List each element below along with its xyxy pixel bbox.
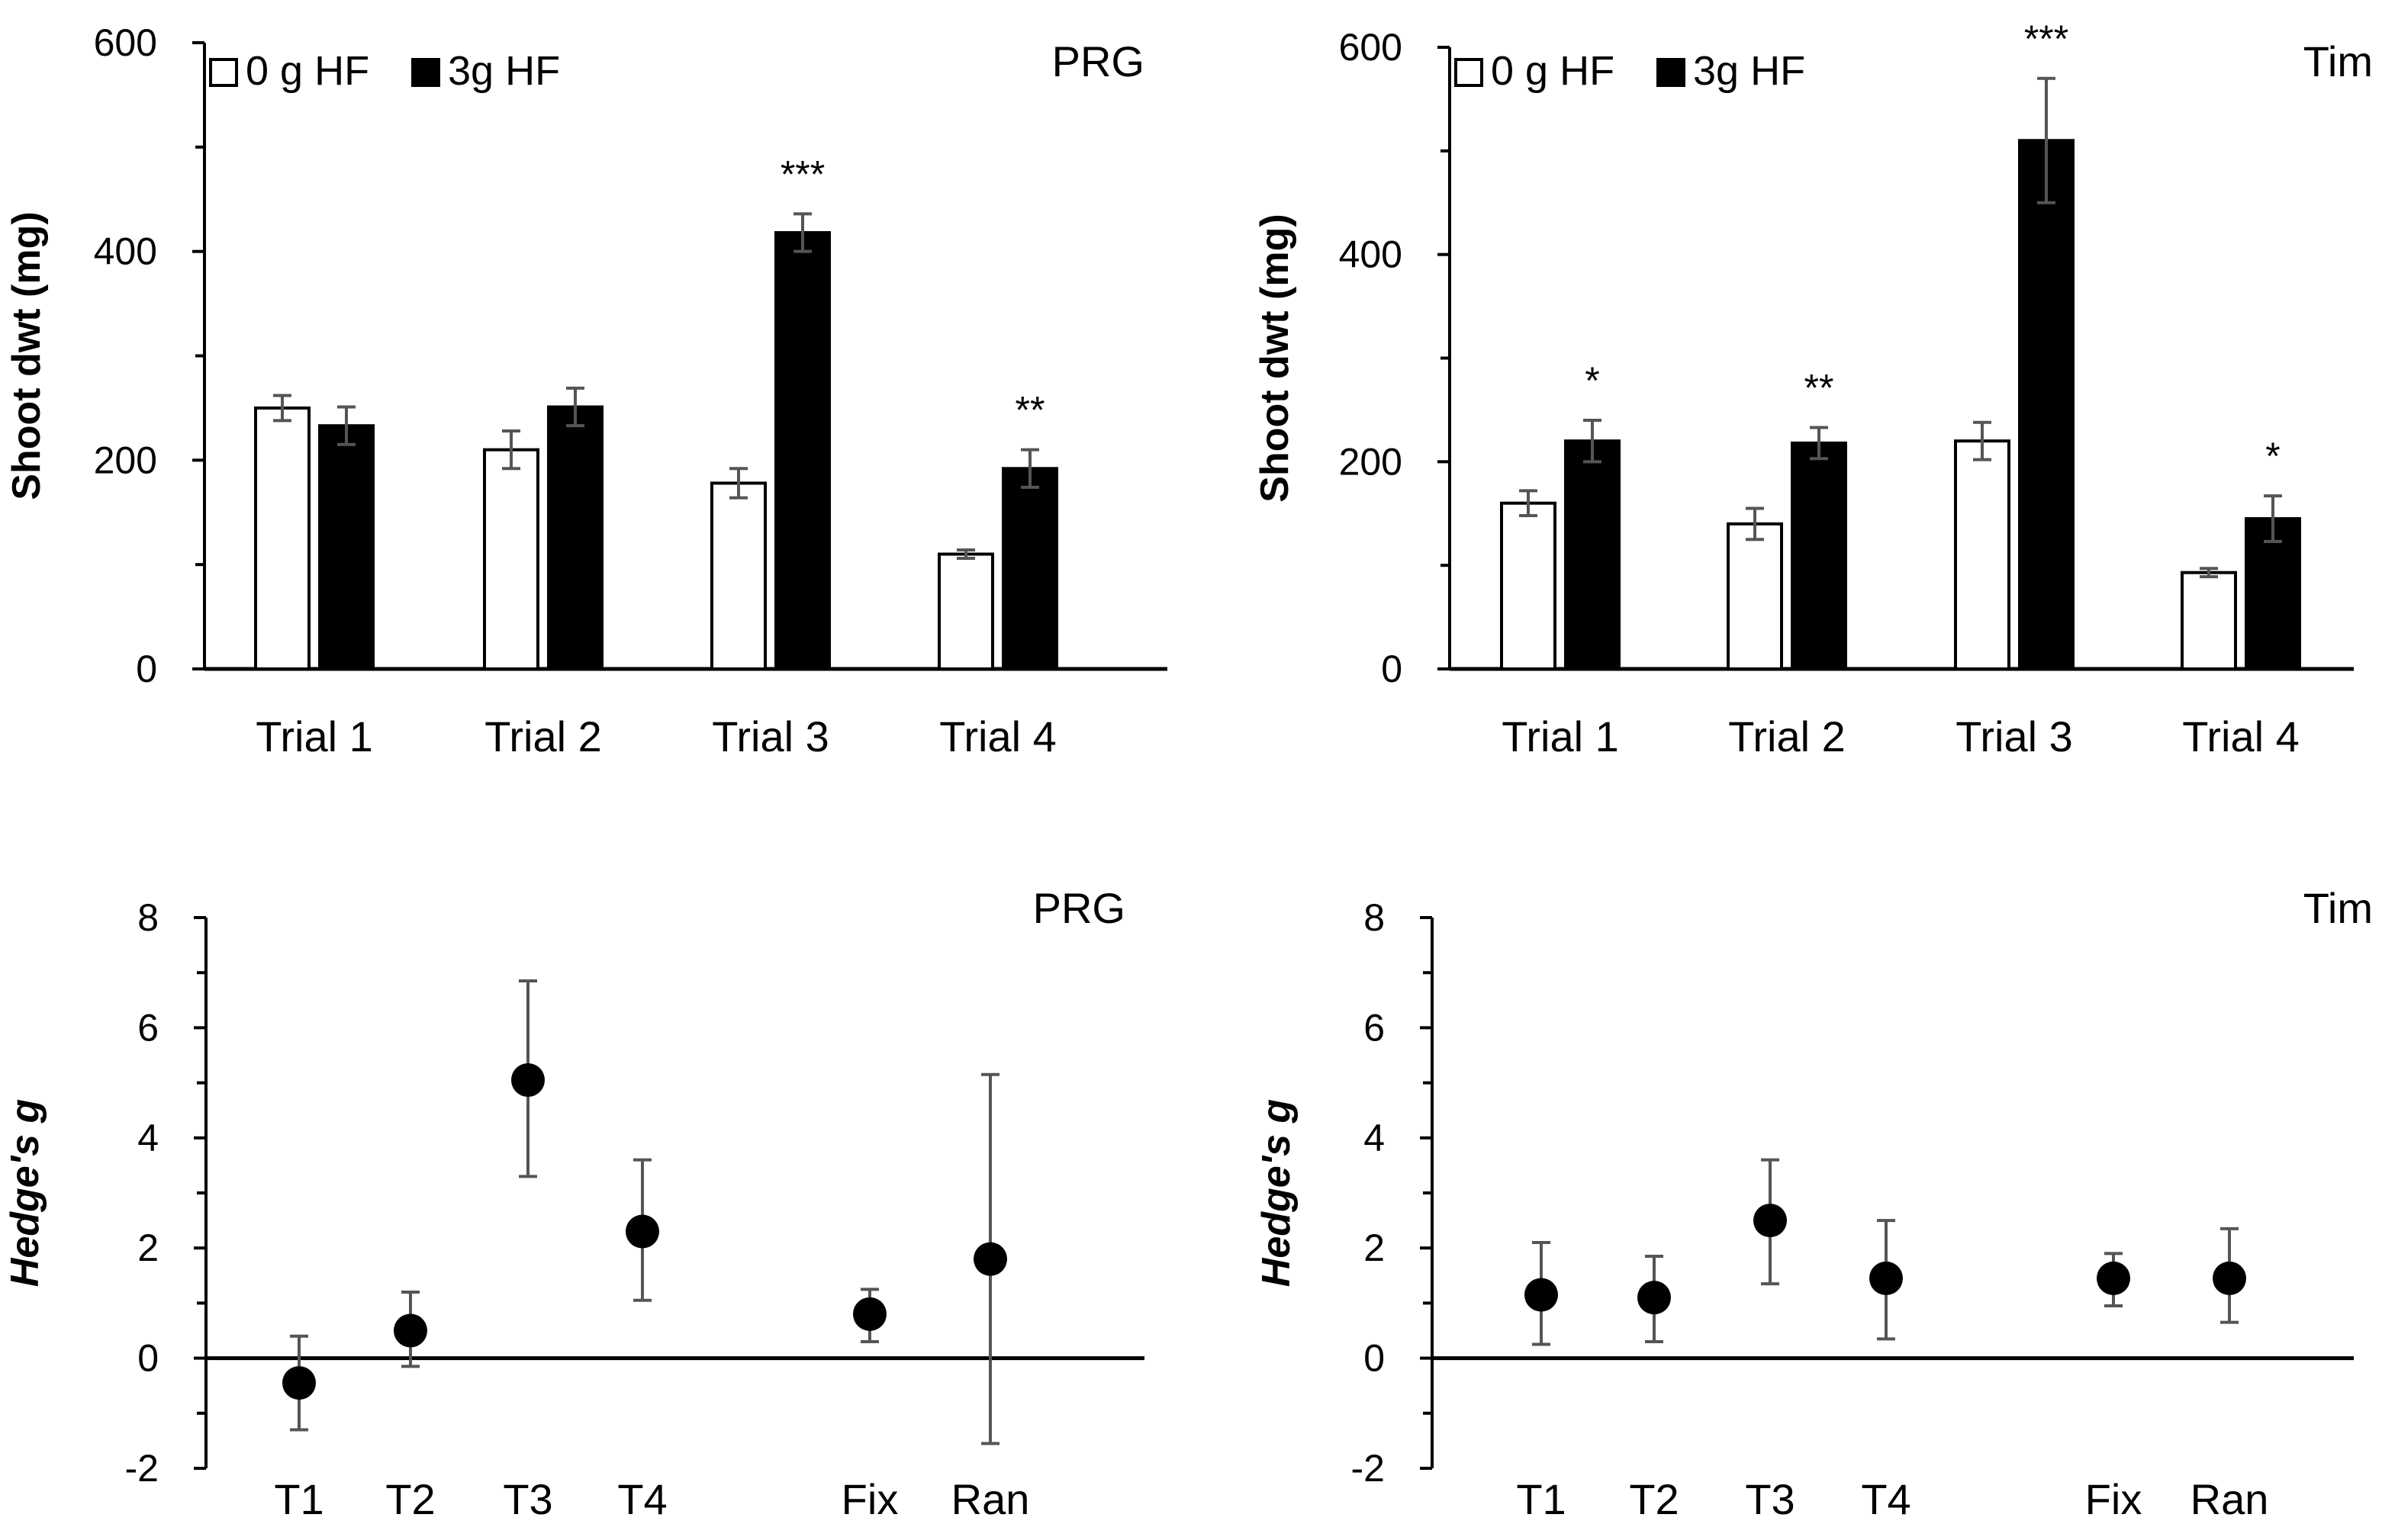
y-tick-label: 400	[1339, 233, 1402, 276]
y-tick-label: 4	[1363, 1117, 1385, 1159]
x-category-label: Ran	[951, 1475, 1030, 1523]
legend-swatch	[209, 58, 238, 87]
x-category-label: T4	[1861, 1475, 1910, 1523]
bar-control	[483, 448, 539, 671]
y-tick-label: 400	[94, 230, 157, 273]
panel-title: PRG	[1033, 884, 1125, 932]
y-tick-label: 6	[137, 1006, 159, 1049]
x-category-label: Trial 2	[484, 712, 602, 760]
x-category-label: Trial 4	[939, 712, 1057, 760]
effect-point	[626, 1214, 659, 1249]
bar-control	[710, 481, 767, 670]
bar-control	[2181, 571, 2237, 670]
y-axis-label: Shoot dwt (mg)	[5, 211, 49, 500]
legend-label: 3g HF	[448, 48, 560, 94]
effect-point	[1869, 1261, 1903, 1295]
effect-point	[1524, 1278, 1558, 1312]
bar-treatment	[774, 231, 831, 670]
y-tick-label: 600	[1339, 26, 1402, 69]
panel-title: Tim	[2303, 884, 2373, 932]
bar-control	[1727, 522, 1783, 670]
legend-swatch	[411, 58, 440, 87]
y-tick-label: -2	[125, 1447, 159, 1490]
y-tick-label: 0	[1381, 648, 1402, 690]
x-category-label: Fix	[842, 1475, 899, 1523]
effect-point	[282, 1366, 316, 1400]
panel-2: 0 200 400 600 Shoot dwt (mg) Tim Trial 1 Trial …	[1253, 18, 2373, 760]
effect-point	[1753, 1204, 1787, 1238]
y-tick-label: 2	[1363, 1227, 1385, 1269]
legend-swatch	[1454, 58, 1483, 87]
y-tick-label: 600	[94, 21, 157, 64]
x-category-label: Fix	[2085, 1475, 2142, 1523]
bar-treatment	[1791, 441, 1847, 671]
bar-control	[1954, 439, 2010, 671]
legend-swatch	[1656, 58, 1685, 87]
x-category-label: T2	[385, 1475, 435, 1523]
significance-marker: **	[1804, 367, 1834, 410]
y-tick-label: 4	[137, 1117, 159, 1159]
y-tick-label: 200	[94, 439, 157, 481]
x-category-label: Ran	[2190, 1475, 2269, 1523]
y-tick-label: 0	[137, 1337, 159, 1380]
bar-control	[1500, 501, 1556, 671]
significance-marker: *	[2265, 435, 2280, 477]
effect-point	[2097, 1261, 2130, 1295]
panel-4: -2 0 2 4 6 8 Hedge's g Tim T1 T2 T3 T4 Fix Ran	[1254, 884, 2373, 1523]
legend-label: 0 g HF	[246, 48, 369, 94]
effect-point	[394, 1313, 427, 1348]
y-tick-label: 8	[137, 896, 159, 939]
effect-point	[853, 1297, 887, 1331]
legend-label: 0 g HF	[1491, 48, 1614, 94]
bar-treatment	[1002, 467, 1058, 671]
significance-marker: ***	[2024, 18, 2068, 60]
effect-point	[974, 1242, 1007, 1276]
bar-treatment	[318, 424, 375, 670]
significance-marker: *	[1585, 359, 1599, 402]
panel-title: PRG	[1052, 37, 1144, 85]
bar-control	[254, 406, 311, 671]
x-category-label: Trial 4	[2182, 712, 2300, 760]
effect-point	[511, 1063, 545, 1097]
effect-point	[2213, 1261, 2246, 1295]
y-tick-label: 6	[1363, 1006, 1385, 1049]
x-category-label: T3	[1745, 1475, 1795, 1523]
effect-point	[1637, 1281, 1671, 1315]
x-category-label: Trial 3	[712, 712, 829, 760]
x-category-label: T1	[274, 1475, 324, 1523]
panel-title: Tim	[2303, 37, 2373, 85]
bar-treatment	[1564, 439, 1621, 671]
x-category-label: Trial 1	[256, 712, 373, 760]
panel-1: 0 200 400 600 Shoot dwt (mg) PRG Trial 1 Trial …	[5, 21, 1167, 760]
significance-marker: ***	[781, 153, 825, 195]
y-axis-label: Shoot dwt (mg)	[1253, 214, 1297, 502]
y-axis-label: Hedge's g	[1254, 1099, 1299, 1287]
legend-label: 3g HF	[1693, 48, 1805, 94]
bar-treatment	[547, 405, 604, 670]
y-tick-label: 2	[137, 1227, 159, 1269]
bar-control	[938, 552, 994, 670]
significance-marker: **	[1016, 389, 1045, 432]
bar-treatment	[2018, 139, 2075, 670]
y-tick-label: 0	[1363, 1337, 1385, 1380]
panel-3: -2 0 2 4 6 8 Hedge's g PRG T1 T2 T3 T4 Fix Ran	[3, 884, 1144, 1523]
y-tick-label: 200	[1339, 440, 1402, 483]
y-tick-label: 8	[1363, 896, 1385, 939]
bar-treatment	[2245, 517, 2301, 671]
y-axis-label: Hedge's g	[3, 1099, 47, 1287]
x-category-label: T1	[1516, 1475, 1566, 1523]
x-category-label: T4	[617, 1475, 667, 1523]
x-category-label: T3	[503, 1475, 552, 1523]
x-category-label: Trial 3	[1955, 712, 2073, 760]
x-category-label: Trial 2	[1728, 712, 1846, 760]
x-category-label: Trial 1	[1502, 712, 1619, 760]
y-tick-label: -2	[1351, 1447, 1385, 1490]
y-tick-label: 0	[136, 648, 157, 690]
x-category-label: T2	[1629, 1475, 1679, 1523]
